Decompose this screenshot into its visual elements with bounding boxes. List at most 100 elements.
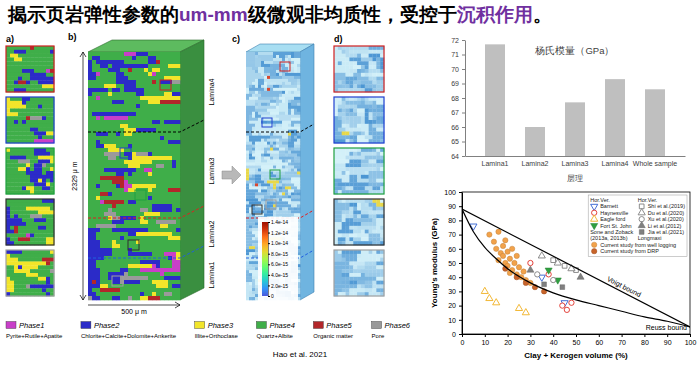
texture-cell <box>124 96 128 100</box>
texture-cell <box>120 52 124 56</box>
texture-cell <box>6 84 10 88</box>
texture-cell <box>112 196 116 200</box>
texture-cell <box>120 148 124 152</box>
texture-cell <box>30 81 34 85</box>
texture-cell <box>104 244 108 248</box>
texture-cell <box>42 226 46 230</box>
texture-cell <box>156 200 160 204</box>
texture-cell <box>108 88 112 92</box>
texture-cell <box>136 72 140 76</box>
texture-cell <box>160 224 164 228</box>
texture-cell <box>140 180 144 184</box>
texture-cell <box>132 132 136 136</box>
texture-cell <box>22 84 26 88</box>
texture-cell <box>96 112 100 116</box>
texture-cell <box>144 56 148 60</box>
texture-cell <box>10 285 14 289</box>
texture-cell <box>96 84 100 88</box>
texture-cell <box>124 220 128 224</box>
texture-cell <box>136 252 140 256</box>
texture-cell <box>160 172 164 176</box>
texture-cell <box>124 164 128 168</box>
texture-cell <box>160 240 164 244</box>
texture-cell <box>26 69 30 73</box>
texture-cell <box>96 232 100 236</box>
texture-cell <box>144 204 148 208</box>
texture-cell <box>132 92 136 96</box>
texture-cell <box>112 204 116 208</box>
texture-cell <box>30 112 34 116</box>
texture-cell <box>42 234 46 238</box>
texture-cell <box>14 258 18 262</box>
texture-cell <box>26 156 30 160</box>
texture-cell <box>26 281 30 285</box>
texture-cell <box>92 168 96 172</box>
texture-cell <box>132 100 136 104</box>
texture-cell <box>128 212 132 216</box>
texture-cell <box>172 240 176 244</box>
texture-cell <box>152 208 156 212</box>
texture-cell <box>34 265 38 269</box>
panel-a <box>6 46 54 296</box>
texture-cell <box>168 180 172 184</box>
texture-cell <box>168 64 172 68</box>
texture-cell <box>120 168 124 172</box>
texture-cell <box>164 104 168 108</box>
texture-cell <box>124 60 128 64</box>
texture-cell <box>92 80 96 84</box>
texture-cell <box>156 236 160 240</box>
texture-cell <box>26 77 30 81</box>
texture-cell <box>160 156 164 160</box>
texture-cell <box>120 224 124 228</box>
texture-cell <box>26 109 30 113</box>
texture-cell <box>140 64 144 68</box>
texture-cell <box>46 199 50 203</box>
texture-cell <box>104 72 108 76</box>
texture-cell <box>116 204 120 208</box>
texture-cell <box>42 61 46 65</box>
texture-cell <box>128 116 132 120</box>
texture-cell <box>92 228 96 232</box>
texture-cell <box>88 212 92 216</box>
texture-cell <box>144 84 148 88</box>
texture-cell <box>108 116 112 120</box>
texture-cell <box>132 88 136 92</box>
texture-cell <box>148 204 152 208</box>
texture-cell <box>46 160 50 164</box>
texture-cell <box>144 228 148 232</box>
texture-cell <box>42 207 46 211</box>
texture-cell <box>172 104 176 108</box>
texture-cell <box>160 56 164 60</box>
texture-cell <box>156 248 160 252</box>
texture-cell <box>128 92 132 96</box>
texture-cell <box>92 136 96 140</box>
texture-cell <box>144 248 148 252</box>
texture-cell <box>42 124 46 128</box>
texture-cell <box>92 244 96 248</box>
texture-cell <box>108 84 112 88</box>
texture-cell <box>26 203 30 207</box>
texture-cell <box>18 73 22 77</box>
texture-cell <box>26 81 30 85</box>
texture-cell <box>96 52 100 56</box>
texture-cell <box>116 104 120 108</box>
texture-cell <box>46 281 50 285</box>
texture-cell <box>26 171 30 175</box>
texture-cell <box>30 77 34 81</box>
texture-cell <box>176 260 180 264</box>
texture-cell <box>176 212 180 216</box>
texture-cell <box>6 112 10 116</box>
texture-cell <box>108 268 112 272</box>
texture-cell <box>22 54 26 58</box>
texture-cell <box>30 61 34 65</box>
texture-cell <box>38 258 42 262</box>
texture-cell <box>10 262 14 266</box>
texture-cell <box>172 204 176 208</box>
texture-cell <box>26 50 30 54</box>
texture-cell <box>176 196 180 200</box>
texture-cell <box>152 84 156 88</box>
texture-cell <box>96 220 100 224</box>
texture-cell <box>164 264 168 268</box>
texture-cell <box>92 188 96 192</box>
texture-cell <box>30 50 34 54</box>
